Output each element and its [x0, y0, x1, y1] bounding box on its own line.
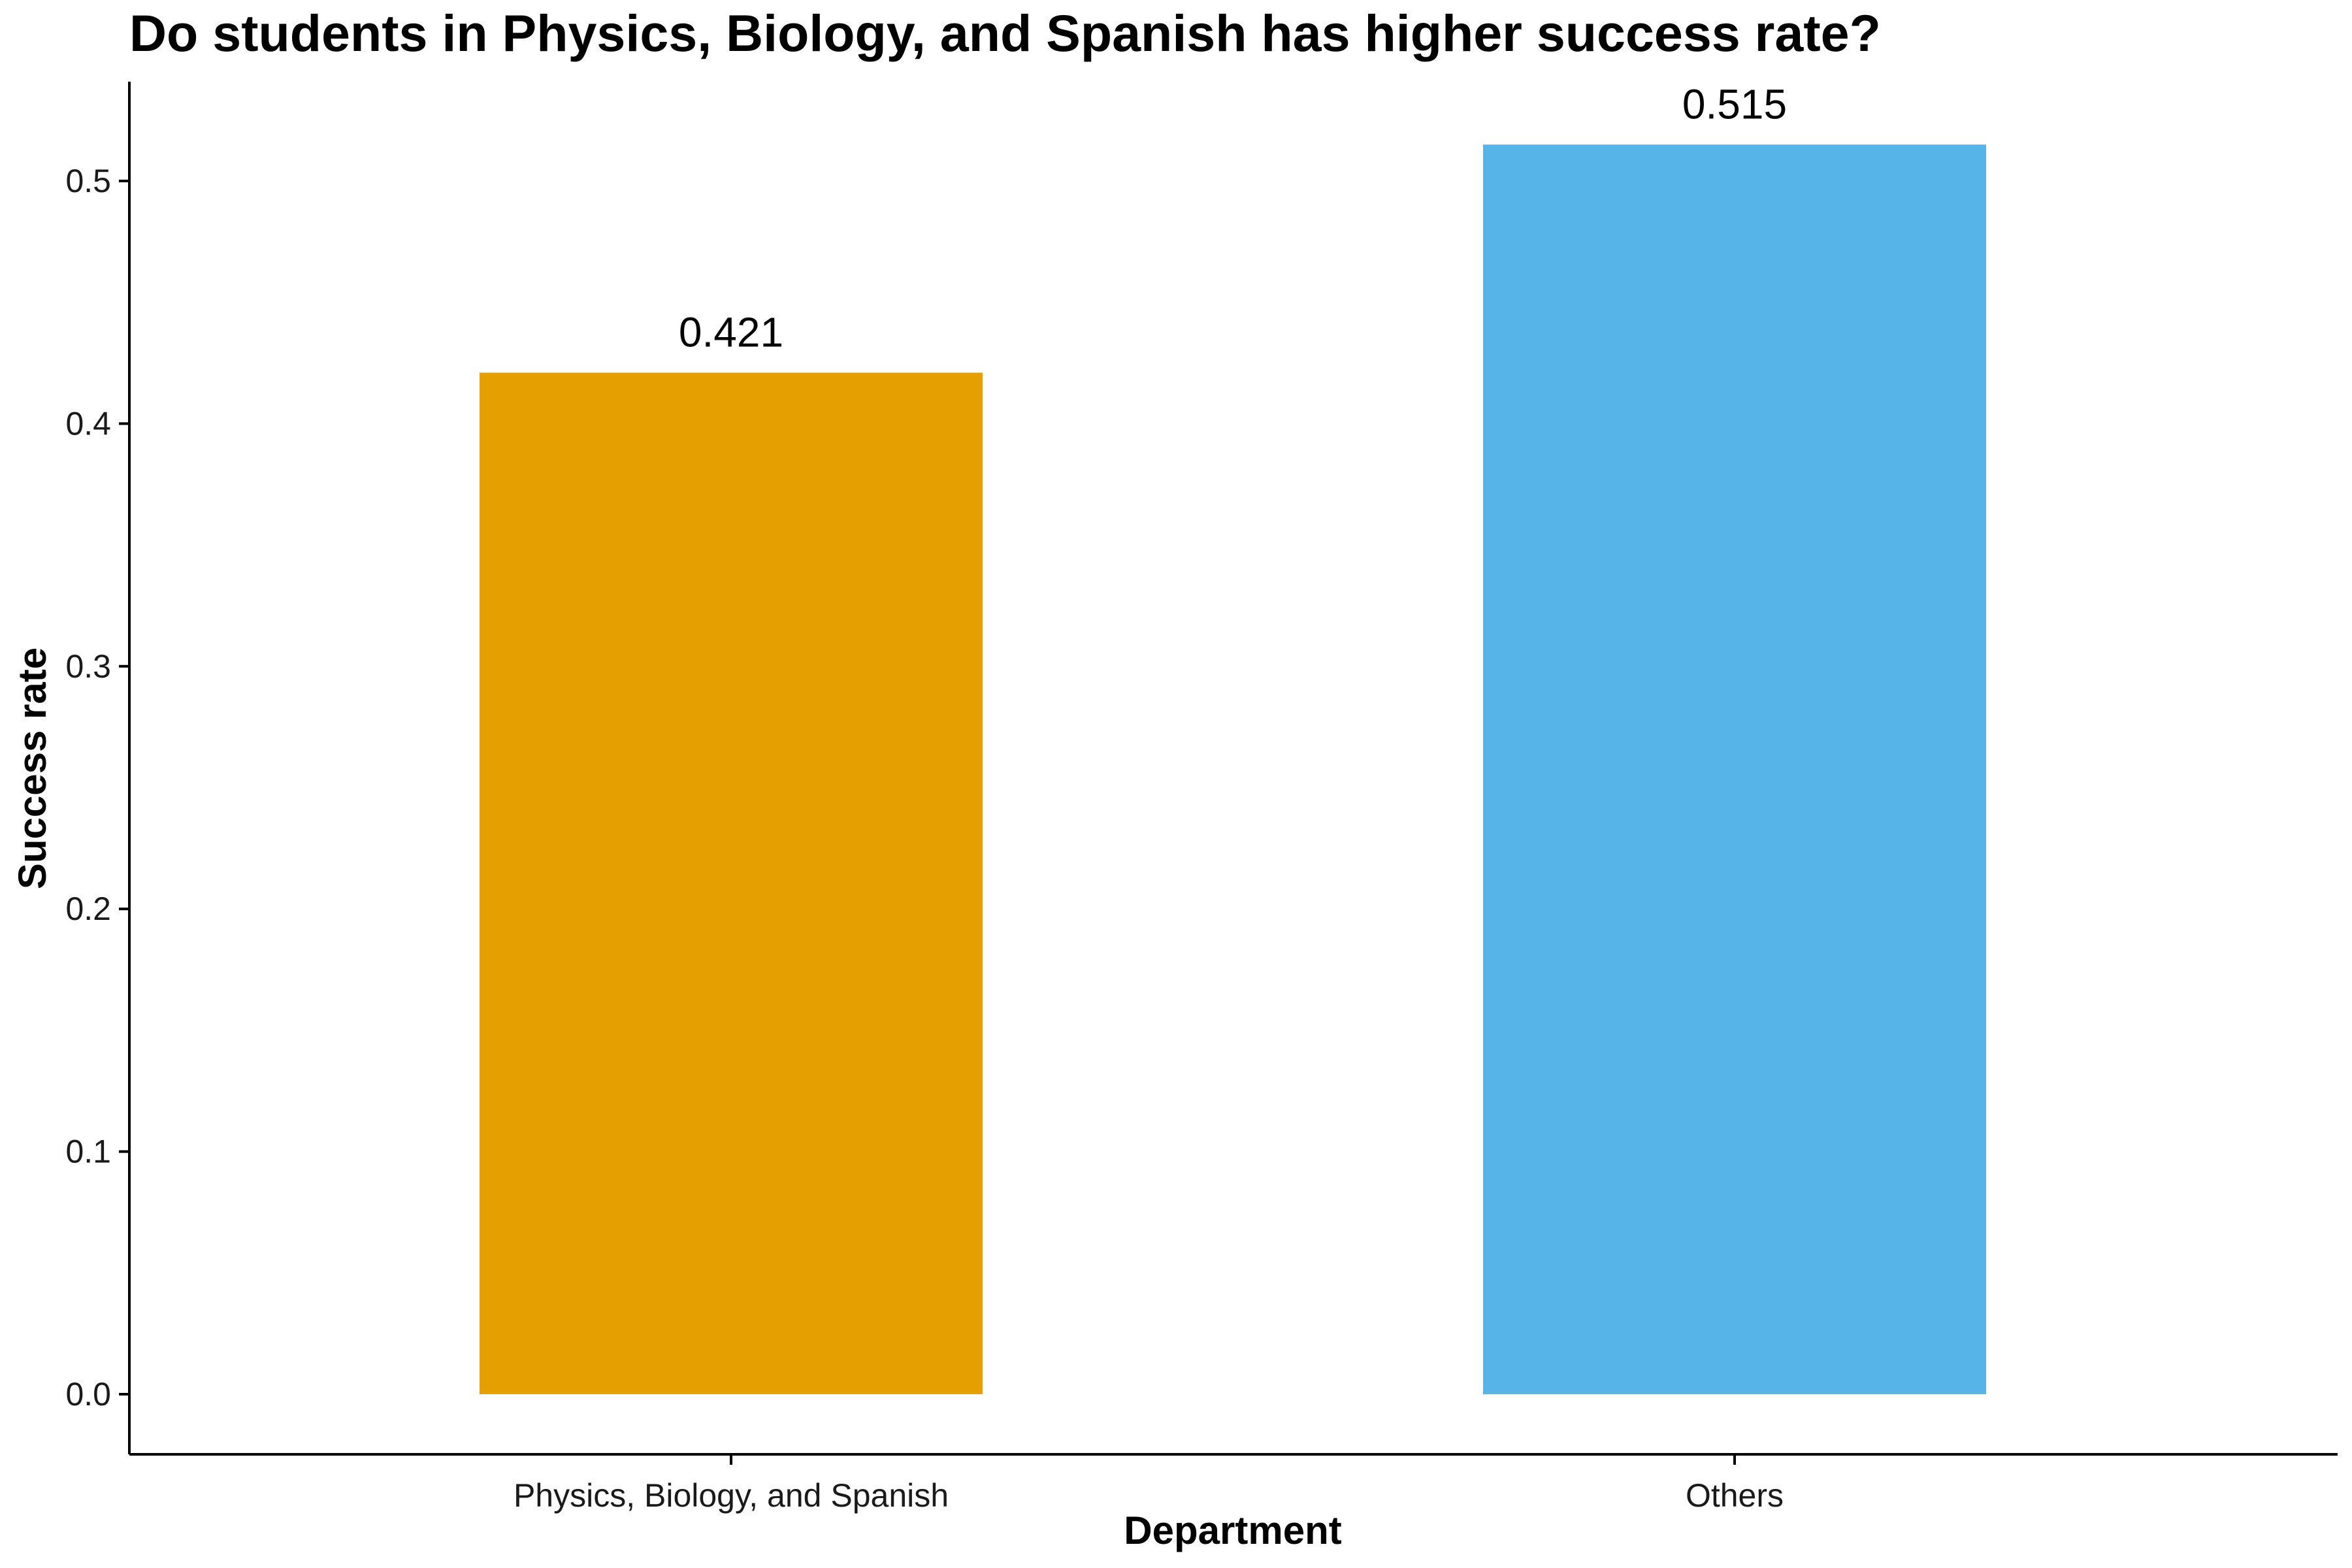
x-axis-title: Department [1124, 1509, 1341, 1552]
y-axis-title: Success rate [10, 647, 54, 889]
y-tick-label: 0.1 [65, 1134, 111, 1170]
y-tick-label: 0.5 [65, 163, 111, 199]
y-tick-label: 0.0 [65, 1376, 111, 1413]
y-ticks: 0.0 0.1 0.2 0.3 0.4 0.5 [65, 163, 129, 1413]
y-tick-label: 0.4 [65, 405, 111, 442]
x-tick-label: Physics, Biology, and Spanish [514, 1477, 949, 1514]
data-label: 0.515 [1682, 80, 1787, 127]
x-axis: Physics, Biology, and Spanish Others [129, 1453, 2338, 1514]
bars [480, 144, 1986, 1394]
y-tick-label: 0.3 [65, 648, 111, 685]
x-tick-label: Others [1686, 1477, 1784, 1514]
y-tick-label: 0.2 [65, 890, 111, 927]
x-ticks: Physics, Biology, and Spanish Others [514, 1454, 1784, 1514]
data-labels: 0.421 0.515 [679, 80, 1787, 355]
bar [1483, 144, 1986, 1394]
chart-title: Do students in Physics, Biology, and Spa… [129, 4, 1881, 62]
bar [480, 372, 983, 1394]
data-label: 0.421 [679, 308, 783, 355]
y-axis: 0.0 0.1 0.2 0.3 0.4 0.5 [65, 82, 131, 1454]
